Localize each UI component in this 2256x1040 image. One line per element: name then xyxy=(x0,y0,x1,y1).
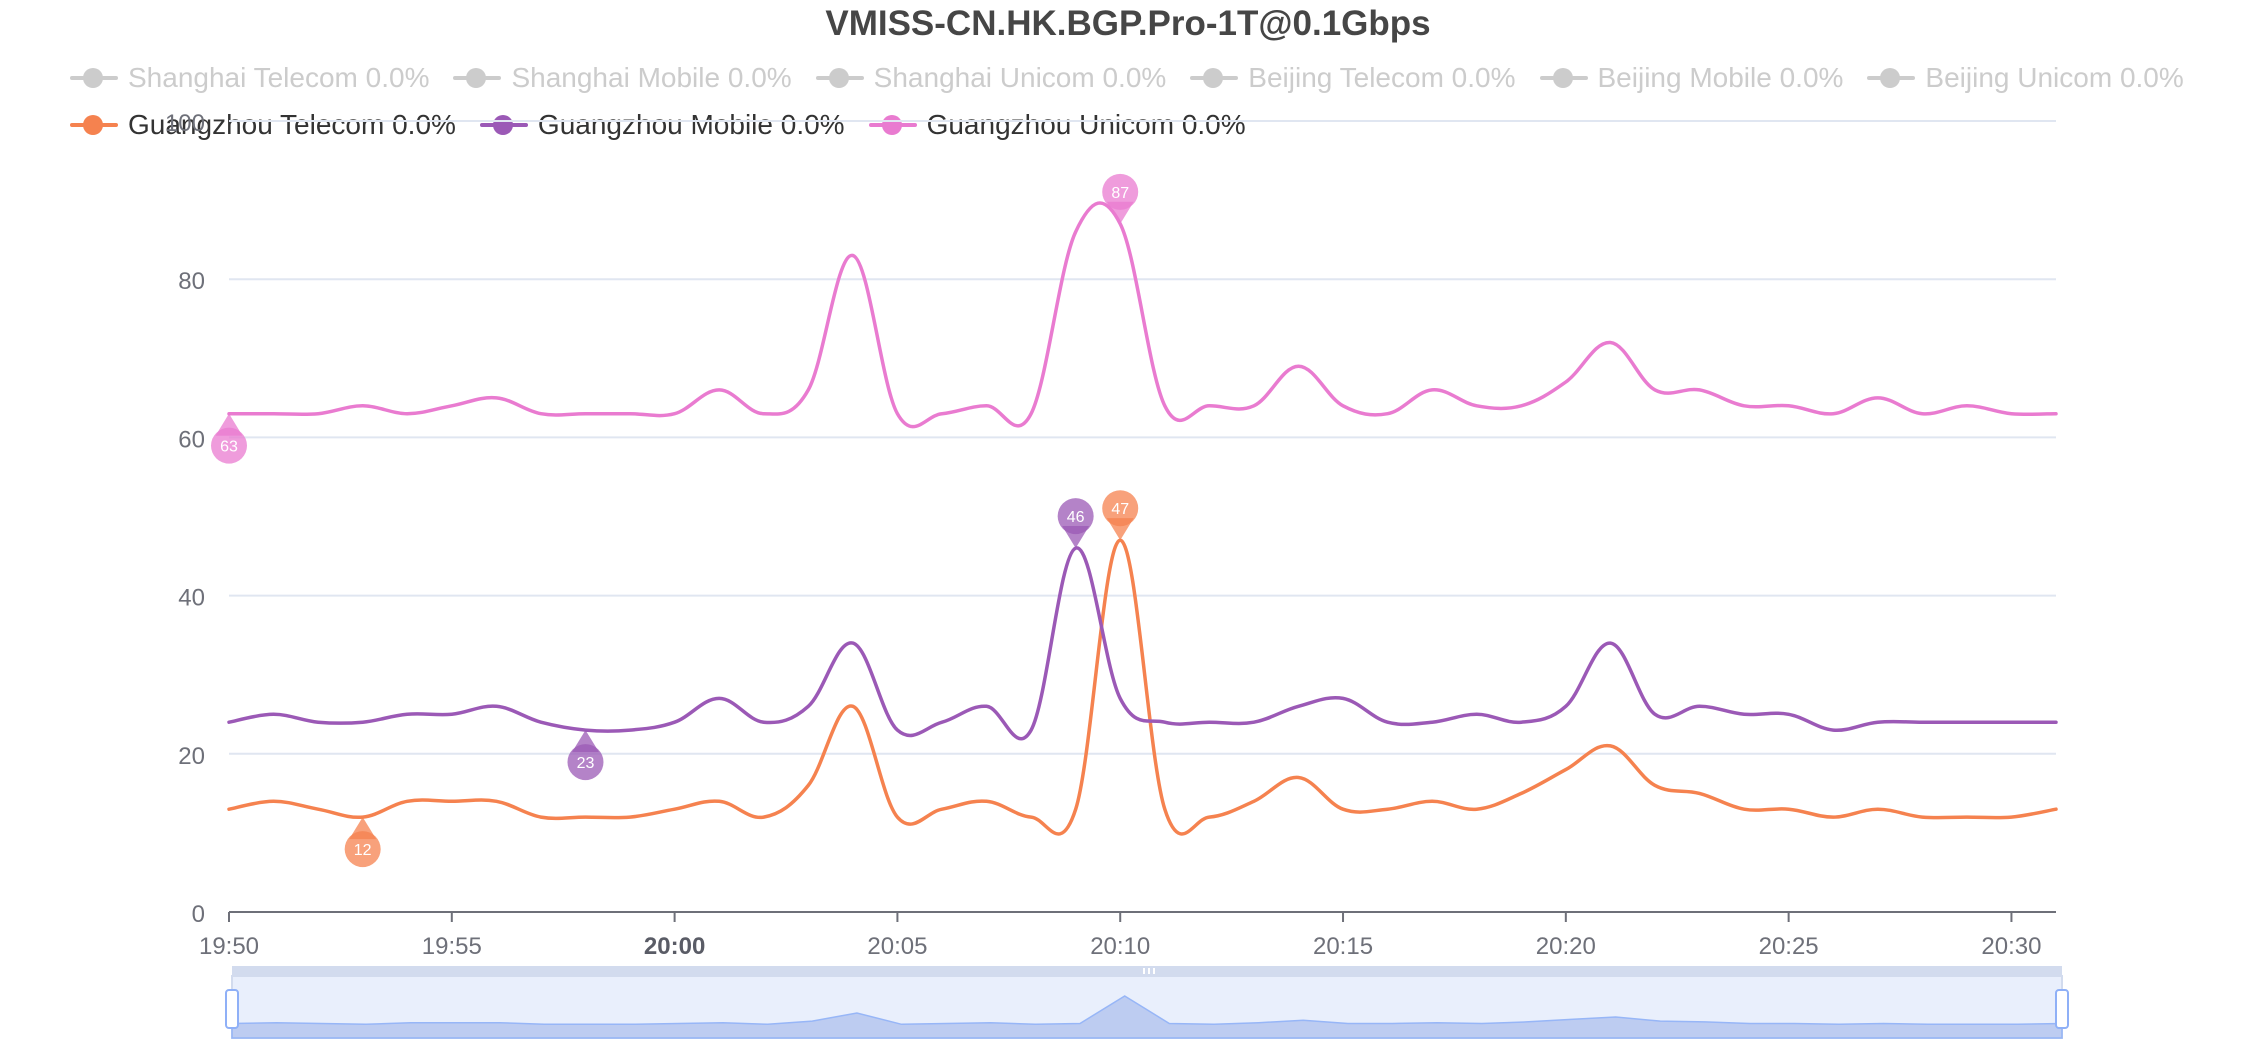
legend-swatch xyxy=(453,68,502,88)
slider-handle-right[interactable] xyxy=(2055,989,2069,1029)
legend-item[interactable]: Beijing Mobile 0.0% xyxy=(1539,62,1844,94)
pin-bubble xyxy=(1102,173,1139,210)
legend-label: Beijing Telecom 0.0% xyxy=(1248,62,1516,93)
legend-label: Beijing Unicom 0.0% xyxy=(1925,62,2184,93)
legend-swatch-dot xyxy=(466,68,487,88)
legend-swatch-dot xyxy=(1552,68,1573,88)
chart-title: VMISS-CN.HK.BGP.Pro-1T@0.1Gbps xyxy=(825,4,1431,43)
y-tick-label: 20 xyxy=(178,743,205,770)
legend-label: Guangzhou Mobile 0.0% xyxy=(537,109,845,140)
legend-swatch-dot xyxy=(828,68,849,88)
y-tick-label: 40 xyxy=(178,585,205,612)
legend-swatch xyxy=(1539,68,1588,88)
series-line-8 xyxy=(227,201,2058,429)
pin-bubble xyxy=(567,744,604,781)
x-tick-label: 20:25 xyxy=(1759,933,1819,960)
x-tick-label: 20:10 xyxy=(1090,933,1150,960)
legend-swatch-dot xyxy=(1880,68,1901,88)
x-tick-label: 20:30 xyxy=(1981,933,2041,960)
max-marker: 46 xyxy=(1057,498,1094,549)
slider-grip[interactable] xyxy=(1143,968,1155,974)
grip-mark xyxy=(1153,968,1155,974)
legend-item[interactable]: Guangzhou Unicom 0.0% xyxy=(868,109,1246,141)
legend-label: Guangzhou Telecom 0.0% xyxy=(128,109,456,140)
x-tick-label: 19:55 xyxy=(422,933,482,960)
x-tick-label: 20:05 xyxy=(867,933,927,960)
legend-label: Beijing Mobile 0.0% xyxy=(1597,62,1844,93)
x-tick-label: 20:15 xyxy=(1313,933,1373,960)
pin-label: 47 xyxy=(1111,501,1129,518)
series-line-7 xyxy=(227,546,2058,741)
slider-overview-area xyxy=(231,995,2063,1039)
grip-mark xyxy=(1148,968,1150,974)
legend-swatch xyxy=(1867,68,1916,88)
legend-swatch-dot xyxy=(83,68,103,88)
pin-bubble xyxy=(211,427,247,464)
y-tick-label: 100 xyxy=(165,110,205,137)
legend-swatch xyxy=(1190,68,1239,88)
legend-swatch xyxy=(70,115,118,135)
legend-swatch xyxy=(70,68,118,88)
legend-swatch xyxy=(815,68,864,88)
grip-mark xyxy=(1143,968,1145,974)
legend-item[interactable]: Beijing Telecom 0.0% xyxy=(1190,62,1516,94)
legend-swatch-dot xyxy=(1203,68,1224,88)
max-marker: 87 xyxy=(1102,173,1139,224)
min-marker: 12 xyxy=(344,817,381,868)
legend-swatch-dot xyxy=(83,115,103,135)
y-tick-label: 60 xyxy=(178,426,205,453)
min-marker: 23 xyxy=(567,730,604,781)
series-line-6 xyxy=(227,538,2058,836)
pin-label: 23 xyxy=(577,755,595,772)
slider-top-bar xyxy=(232,966,2062,976)
pin-bubble xyxy=(1057,498,1094,535)
pin-bubble xyxy=(344,831,381,868)
pin-label: 87 xyxy=(1111,185,1129,202)
x-tick-label: 20:00 xyxy=(644,933,705,960)
slider-handle-left[interactable] xyxy=(225,989,239,1029)
pin-bubble xyxy=(1102,490,1139,527)
legend-label: Shanghai Telecom 0.0% xyxy=(128,62,430,93)
y-tick-label: 80 xyxy=(178,268,205,295)
pin-label: 63 xyxy=(220,439,238,456)
max-marker: 47 xyxy=(1102,490,1139,541)
legend-item[interactable]: Beijing Unicom 0.0% xyxy=(1867,62,2184,94)
min-marker: 63 xyxy=(211,413,247,464)
x-tick-label: 20:20 xyxy=(1536,933,1596,960)
pin-label: 46 xyxy=(1067,509,1085,526)
legend-item[interactable]: Shanghai Mobile 0.0% xyxy=(453,62,792,94)
legend-label: Shanghai Unicom 0.0% xyxy=(873,62,1167,93)
legend-row-1: Shanghai Telecom 0.0% Shanghai Mobile 0.0… xyxy=(70,58,2208,98)
pin-label: 12 xyxy=(354,842,372,859)
legend-item[interactable]: Shanghai Unicom 0.0% xyxy=(815,62,1167,94)
legend-item[interactable]: Shanghai Telecom 0.0% xyxy=(70,62,429,94)
x-tick-label: 19:50 xyxy=(199,933,259,960)
legend-label: Guangzhou Unicom 0.0% xyxy=(926,109,1246,140)
legend-label: Shanghai Mobile 0.0% xyxy=(511,62,792,93)
y-tick-label: 0 xyxy=(192,901,205,928)
legend-item[interactable]: Guangzhou Telecom 0.0% xyxy=(70,109,456,141)
